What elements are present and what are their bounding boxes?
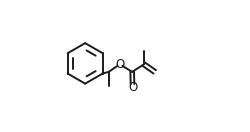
Text: O: O [115,58,124,71]
Text: O: O [128,81,137,94]
